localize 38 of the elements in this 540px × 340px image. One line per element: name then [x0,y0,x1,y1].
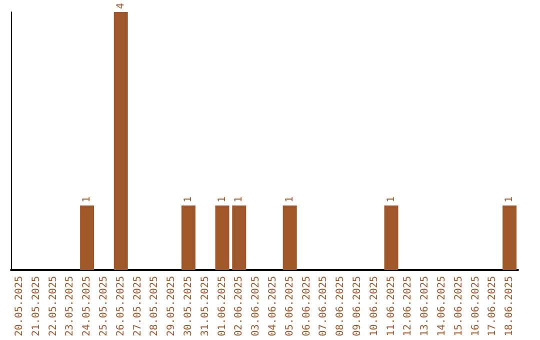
x-tick-label: 05.06.2025 [284,276,296,336]
x-tick-label: 10.06.2025 [368,276,380,336]
data-label: 4 [115,2,126,9]
x-tick-label: 13.06.2025 [420,276,431,336]
x-tick-label: 11.06.2025 [386,276,397,336]
x-tick-label: 23.05.2025 [64,276,76,336]
x-tick-label: 07.06.2025 [318,276,330,336]
x-tick-label: 31.05.2025 [200,276,211,336]
x-tick-label: 04.06.2025 [267,276,278,336]
x-tick-label: 22.05.2025 [48,276,59,336]
x-tick-label: 18.06.2025 [504,276,516,336]
data-label: 1 [234,196,245,202]
x-tick-label: 24.05.2025 [82,276,93,336]
x-tick-label: 21.05.2025 [30,276,42,336]
x-tick-label: 25.05.2025 [98,276,110,336]
x-tick-label: 12.06.2025 [402,276,414,336]
x-tick-label: 20.05.2025 [14,276,25,336]
data-label: 1 [216,196,228,202]
x-tick-label: 06.06.2025 [301,276,312,336]
x-tick-label: 27.05.2025 [132,276,144,336]
data-label: 1 [82,196,93,202]
data-label: 1 [284,196,296,202]
x-tick-label: 09.06.2025 [352,276,363,336]
x-tick-label: 01.06.2025 [216,276,228,336]
x-tick-label: 02.06.2025 [234,276,245,336]
data-label: 1 [182,196,194,202]
data-label: 1 [386,196,397,202]
x-tick-label: 16.06.2025 [470,276,482,336]
x-tick-label: 03.06.2025 [250,276,262,336]
x-tick-label: 08.06.2025 [335,276,346,336]
x-tick-label: 28.05.2025 [149,276,160,336]
x-tick-label: 30.05.2025 [182,276,194,336]
x-tick-label: 26.05.2025 [115,276,126,336]
x-tick-label: 17.06.2025 [487,276,498,336]
x-tick-label: 15.06.2025 [453,276,464,336]
x-tick-label: 29.05.2025 [166,276,178,336]
x-tick-label: 14.06.2025 [436,276,448,336]
data-label: 1 [504,196,516,202]
